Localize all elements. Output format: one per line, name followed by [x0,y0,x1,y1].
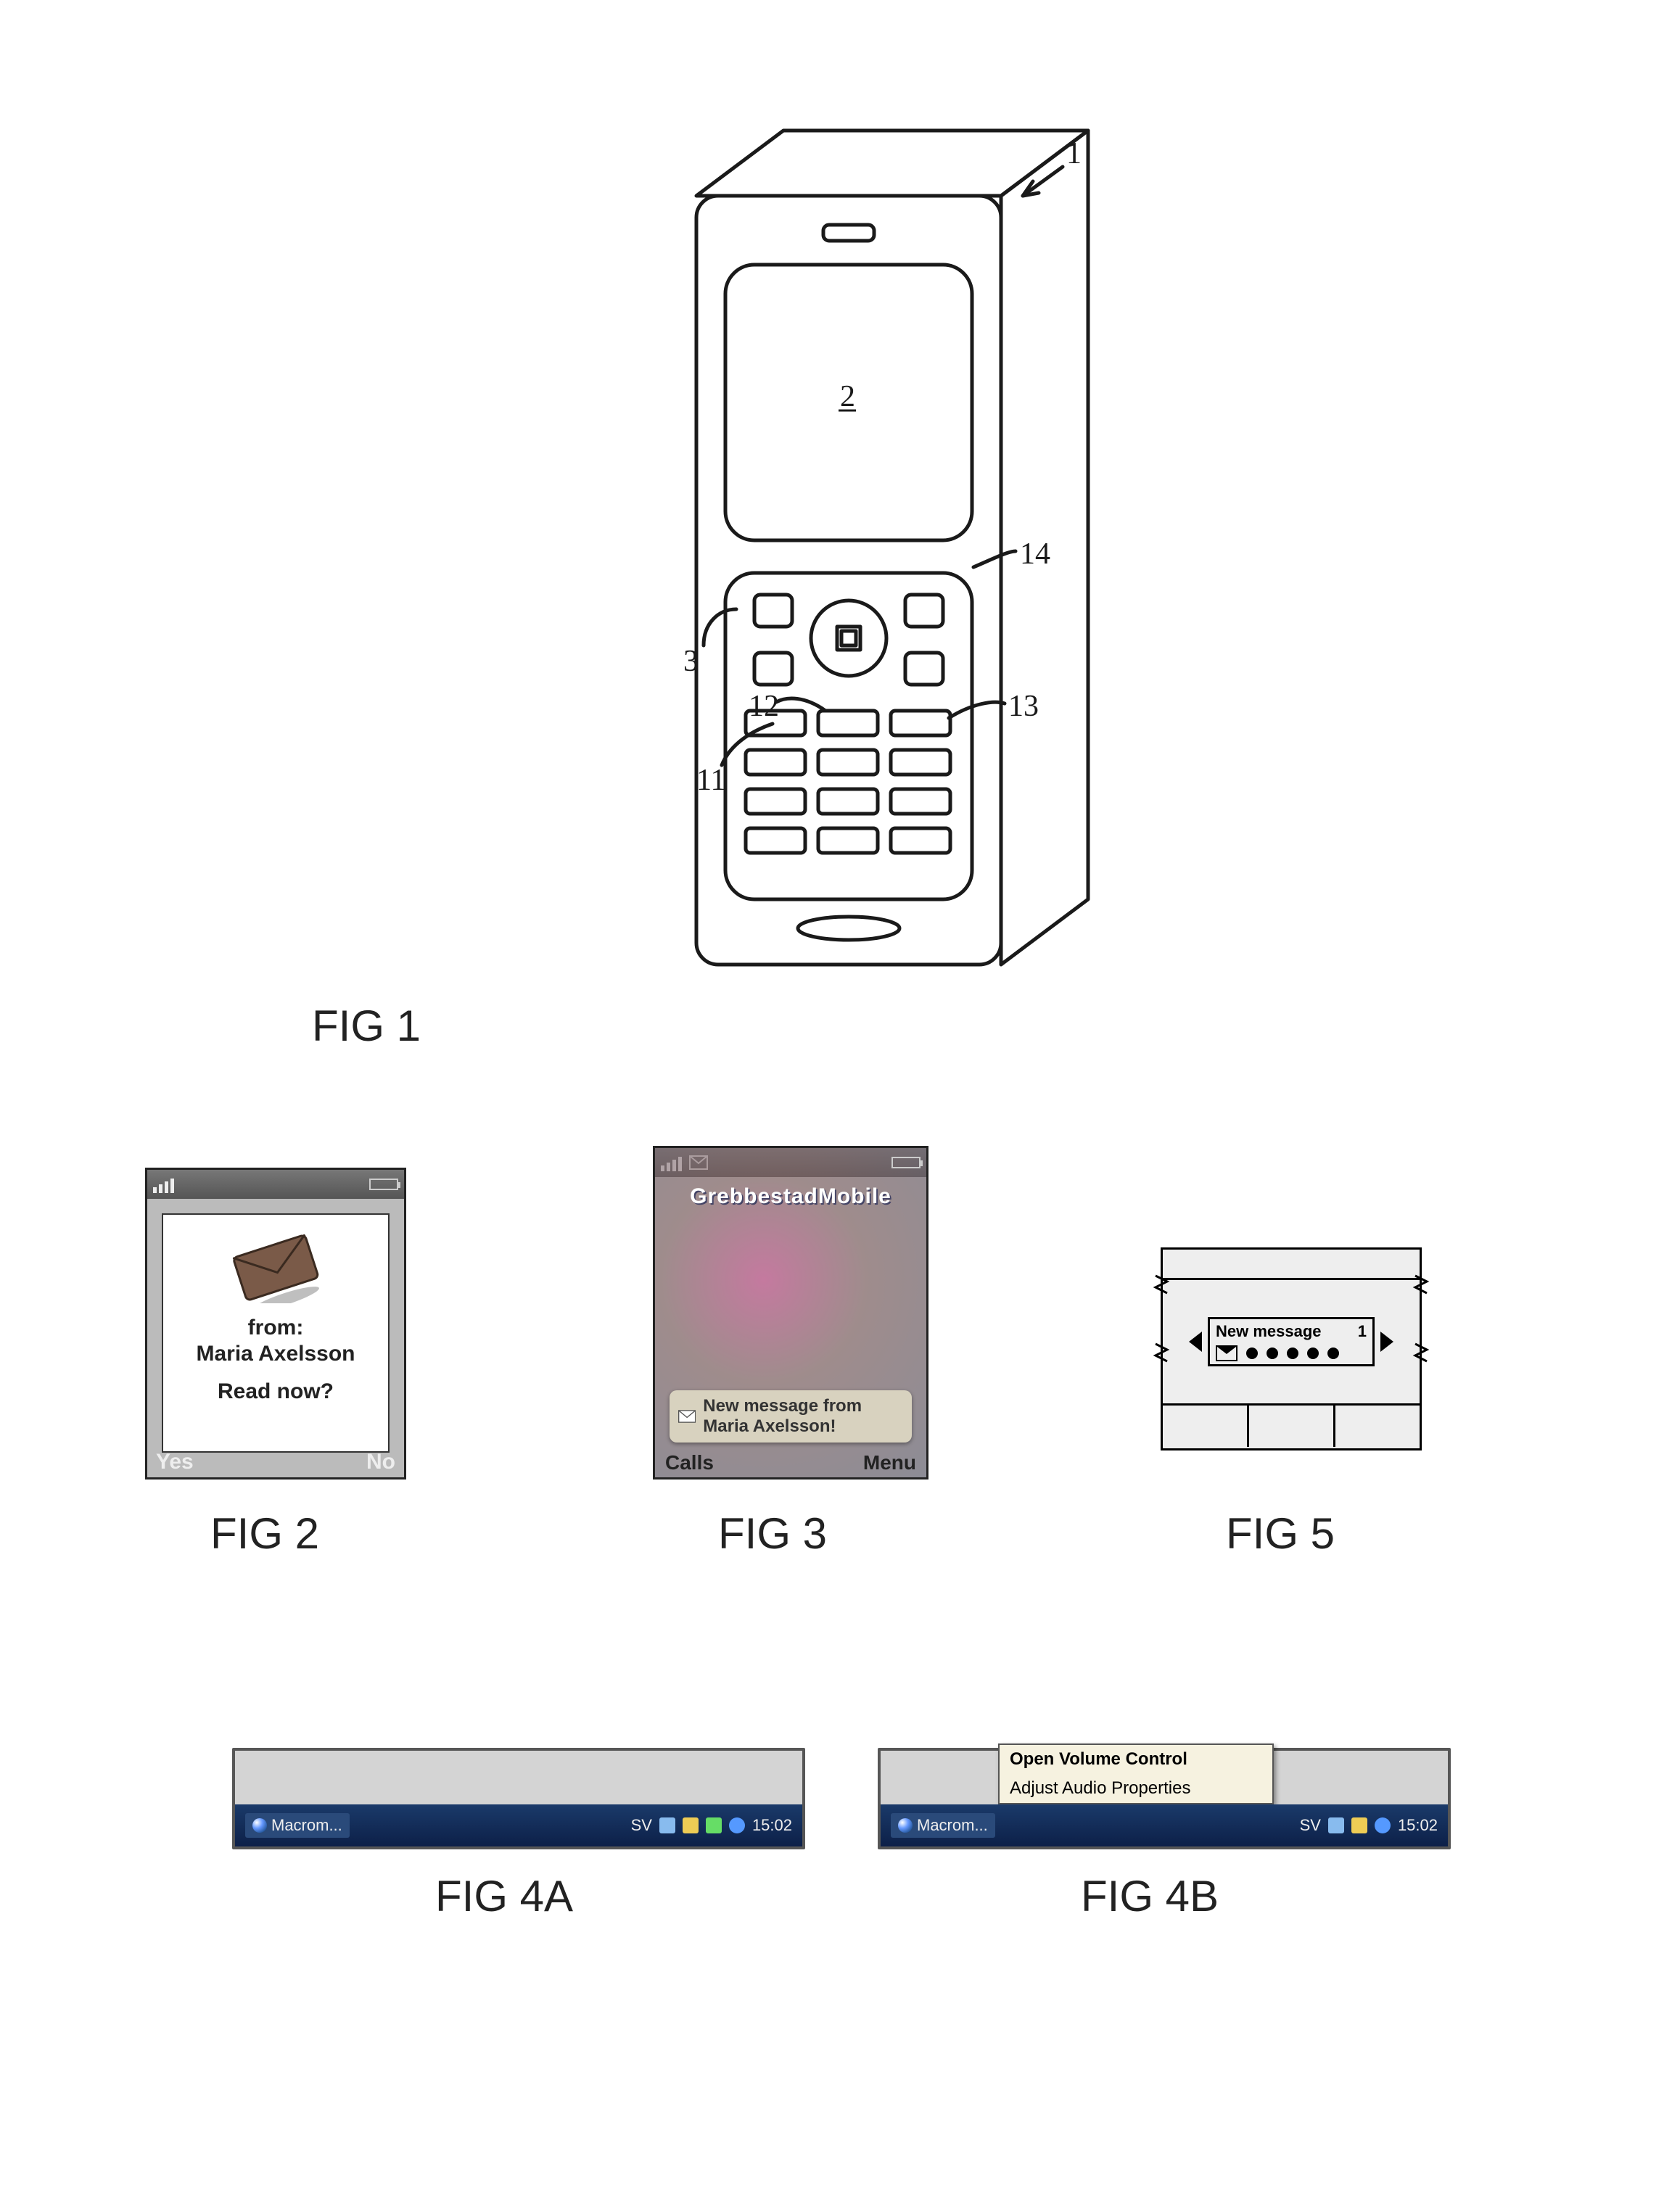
ref-11: 11 [696,763,725,798]
ticker-dot [1307,1348,1319,1359]
patent-figure-sheet: FIG 1 [73,44,1599,2147]
fig5-bottom-columns [1163,1403,1420,1447]
system-tray: SV 15:02 [1300,1816,1438,1835]
menu-open-volume[interactable]: Open Volume Control [1000,1745,1272,1774]
system-tray: SV 15:02 [631,1816,792,1835]
fig3-softkeys: Calls Menu [655,1451,926,1474]
lang-indicator[interactable]: SV [1300,1816,1321,1835]
read-prompt: Read now? [218,1379,334,1405]
tray-icon[interactable] [706,1817,722,1833]
fig5-top-strip [1163,1250,1420,1280]
battery-icon [369,1179,398,1190]
from-label: from: [248,1315,304,1341]
fig4a-label: FIG 4A [435,1871,573,1921]
ref-1: 1 [1066,136,1082,171]
clock[interactable]: 15:02 [1398,1816,1438,1835]
bluetooth-icon[interactable] [729,1817,745,1833]
bluetooth-icon[interactable] [1375,1817,1391,1833]
fig4b-label: FIG 4B [1081,1871,1219,1921]
ref-12: 12 [749,689,779,724]
envelope-icon [225,1231,326,1303]
fig4b-taskbar-screenshot: Open Volume Control Adjust Audio Propert… [878,1748,1451,1849]
clock[interactable]: 15:02 [752,1816,792,1835]
windows-taskbar: Macrom... SV 15:02 [881,1804,1448,1846]
tray-icon[interactable] [1328,1817,1344,1833]
ticker-dot [1246,1348,1258,1359]
right-arrow-icon[interactable] [1380,1332,1393,1352]
fig3-label: FIG 3 [718,1509,827,1559]
envelope-icon [678,1407,696,1426]
ref-13: 13 [1008,689,1039,724]
ref-14: 14 [1020,537,1050,571]
fig2-statusbar [147,1170,404,1199]
fig3-screenshot: GrebbestadMobile New message from Maria … [653,1146,928,1480]
task-label: Macrom... [271,1816,342,1835]
new-message-toast[interactable]: New message from Maria Axelsson! [670,1390,912,1443]
taskbar-app-button[interactable]: Macrom... [245,1813,350,1838]
ticker-row [1216,1345,1367,1361]
battery-icon [891,1157,921,1168]
softkey-menu[interactable]: Menu [863,1451,916,1474]
app-orb-icon [898,1818,913,1833]
new-message-popup: from: Maria Axelsson Read now? [162,1213,390,1453]
ticker-box[interactable]: New message 1 [1208,1317,1375,1366]
task-label: Macrom... [917,1816,988,1835]
fig2-screenshot: from: Maria Axelsson Read now? Yes No [145,1168,406,1480]
windows-taskbar: Macrom... SV 15:02 [235,1804,802,1846]
menu-adjust-audio[interactable]: Adjust Audio Properties [1000,1774,1272,1803]
sender-name: Maria Axelsson [197,1341,355,1367]
tray-icon[interactable] [683,1817,699,1833]
taskbar-app-button[interactable]: Macrom... [891,1813,995,1838]
lang-indicator[interactable]: SV [631,1816,652,1835]
app-orb-icon [252,1818,267,1833]
toast-text: New message from Maria Axelsson! [703,1396,903,1437]
fig1-phone-drawing: 2 1 3 14 11 12 13 [653,116,1204,1044]
signal-icon [153,1176,174,1193]
fig5-label: FIG 5 [1226,1509,1335,1559]
fig2-softkeys: Yes No [147,1450,404,1474]
svg-text:2: 2 [840,380,855,413]
ticker-dot [1287,1348,1298,1359]
envelope-icon [1216,1345,1237,1361]
carrier-name: GrebbestadMobile [655,1184,926,1209]
ref-3: 3 [683,644,699,679]
ticker-title: New message [1216,1322,1322,1341]
fig4a-taskbar-screenshot: Macrom... SV 15:02 [232,1748,805,1849]
fig5-ticker-diagram: New message 1 [1161,1247,1422,1450]
volume-context-menu: Open Volume Control Adjust Audio Propert… [998,1743,1274,1804]
ticker-count: 1 [1358,1322,1367,1341]
ticker-dot [1327,1348,1339,1359]
fig2-label: FIG 2 [210,1509,319,1559]
tray-icon[interactable] [659,1817,675,1833]
softkey-no[interactable]: No [366,1450,395,1474]
left-arrow-icon[interactable] [1189,1332,1202,1352]
tray-icon[interactable] [1351,1817,1367,1833]
softkey-yes[interactable]: Yes [156,1450,194,1474]
fig1-label: FIG 1 [312,1001,421,1051]
ticker-dot [1267,1348,1278,1359]
softkey-calls[interactable]: Calls [665,1451,714,1474]
fig5-mid: New message 1 [1163,1280,1420,1403]
